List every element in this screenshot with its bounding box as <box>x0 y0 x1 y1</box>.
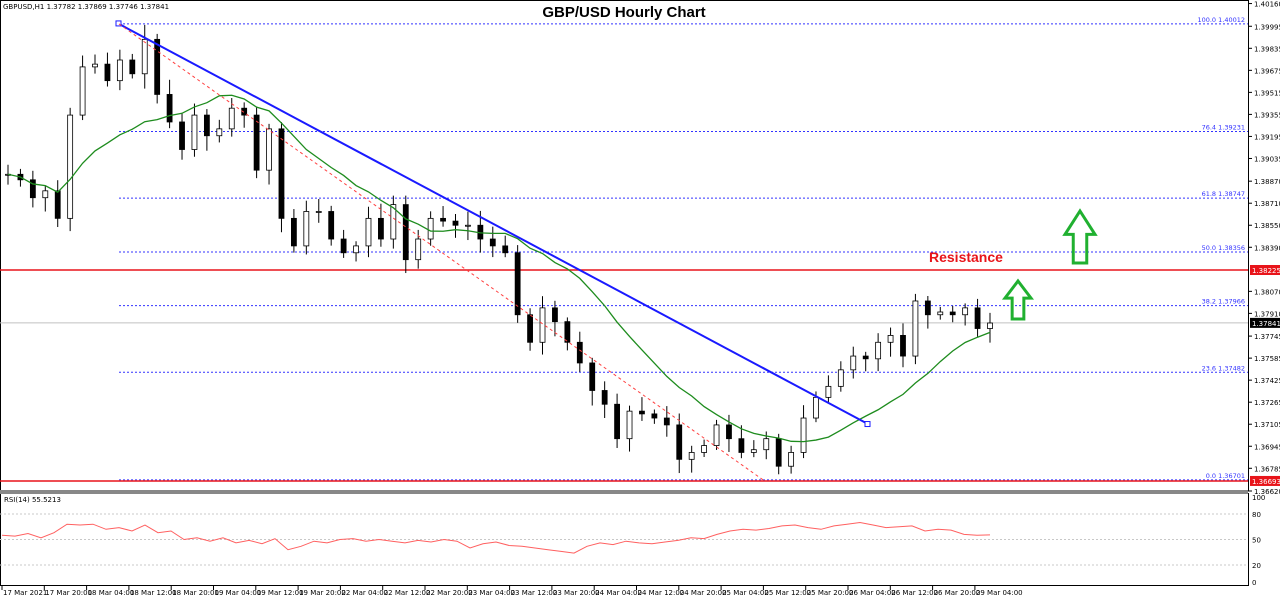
svg-text:1.37910: 1.37910 <box>1254 310 1280 318</box>
svg-text:50: 50 <box>1252 537 1261 545</box>
svg-text:1.38070: 1.38070 <box>1254 288 1280 296</box>
svg-text:24 Mar 12:00: 24 Mar 12:00 <box>638 589 685 597</box>
svg-text:1.36693: 1.36693 <box>1252 478 1280 486</box>
svg-text:1.36620: 1.36620 <box>1254 488 1280 496</box>
rsi-label: RSI(14) 55.5213 <box>4 496 61 504</box>
svg-text:23 Mar 12:00: 23 Mar 12:00 <box>511 589 558 597</box>
svg-text:26 Mar 12:00: 26 Mar 12:00 <box>891 589 938 597</box>
rsi-line <box>1 521 991 554</box>
up-arrow-large-icon <box>1062 208 1098 265</box>
svg-text:1.39355: 1.39355 <box>1254 111 1280 119</box>
svg-text:0.0 1.36701: 0.0 1.36701 <box>1206 472 1245 480</box>
svg-text:22 Mar 04:00: 22 Mar 04:00 <box>341 589 388 597</box>
svg-text:80: 80 <box>1252 511 1261 519</box>
svg-text:17 Mar 20:00: 17 Mar 20:00 <box>45 589 92 597</box>
svg-text:1.37745: 1.37745 <box>1254 333 1280 341</box>
svg-text:1.37585: 1.37585 <box>1254 355 1280 363</box>
svg-text:1.38550: 1.38550 <box>1254 222 1280 230</box>
svg-text:23 Mar 20:00: 23 Mar 20:00 <box>553 589 600 597</box>
svg-text:1.40160: 1.40160 <box>1254 1 1280 9</box>
svg-text:1.38710: 1.38710 <box>1254 200 1280 208</box>
svg-text:1.36785: 1.36785 <box>1254 465 1280 473</box>
svg-text:22 Mar 12:00: 22 Mar 12:00 <box>384 589 431 597</box>
svg-text:25 Mar 04:00: 25 Mar 04:00 <box>722 589 769 597</box>
svg-text:23 Mar 04:00: 23 Mar 04:00 <box>468 589 515 597</box>
rsi-pane: 100 80 50 20 0 <box>0 494 1265 587</box>
svg-text:50.0 1.38356: 50.0 1.38356 <box>1202 244 1245 252</box>
svg-text:23.6 1.37482: 23.6 1.37482 <box>1202 364 1245 372</box>
svg-text:1.37425: 1.37425 <box>1254 377 1280 385</box>
svg-text:24 Mar 04:00: 24 Mar 04:00 <box>595 589 642 597</box>
svg-text:24 Mar 20:00: 24 Mar 20:00 <box>680 589 727 597</box>
fibonacci-levels: 100.0 1.40012 76.4 1.39231 61.8 1.38747 50.… <box>119 16 1248 481</box>
resistance-price-tag <box>1250 265 1280 275</box>
svg-text:1.39035: 1.39035 <box>1254 155 1280 163</box>
trendline-handle-start[interactable] <box>115 20 122 27</box>
up-arrow-small-icon <box>1001 278 1035 321</box>
svg-text:1.39675: 1.39675 <box>1254 67 1280 75</box>
svg-text:17 Mar 2021: 17 Mar 2021 <box>3 589 47 597</box>
svg-text:18 Mar 12:00: 18 Mar 12:00 <box>130 589 177 597</box>
svg-text:1.37265: 1.37265 <box>1254 399 1280 407</box>
svg-text:26 Mar 20:00: 26 Mar 20:00 <box>934 589 981 597</box>
support-price-tag <box>1250 475 1280 486</box>
svg-text:1.38390: 1.38390 <box>1254 244 1280 252</box>
svg-text:1.39995: 1.39995 <box>1254 23 1280 31</box>
svg-text:61.8 1.38747: 61.8 1.38747 <box>1202 190 1245 198</box>
price-axis: 1.40160 1.39995 1.39835 1.39675 1.39515 1.393… <box>1248 1 1280 496</box>
downtrend-line[interactable] <box>118 23 868 425</box>
svg-text:1.37841: 1.37841 <box>1252 320 1280 328</box>
svg-text:25 Mar 20:00: 25 Mar 20:00 <box>807 589 854 597</box>
svg-text:22 Mar 20:00: 22 Mar 20:00 <box>426 589 473 597</box>
svg-text:19 Mar 04:00: 19 Mar 04:00 <box>215 589 262 597</box>
svg-text:1.38870: 1.38870 <box>1254 178 1280 186</box>
svg-text:1.36945: 1.36945 <box>1254 443 1280 451</box>
svg-text:76.4 1.39231: 76.4 1.39231 <box>1202 123 1245 131</box>
svg-text:19 Mar 20:00: 19 Mar 20:00 <box>299 589 346 597</box>
svg-text:38.2 1.37966: 38.2 1.37966 <box>1202 298 1245 306</box>
svg-text:1.39515: 1.39515 <box>1254 89 1280 97</box>
svg-text:20: 20 <box>1252 562 1261 570</box>
current-price-tag <box>1250 317 1280 328</box>
resistance-label: Resistance <box>929 249 1003 265</box>
svg-text:1.37105: 1.37105 <box>1254 421 1280 429</box>
svg-text:100: 100 <box>1252 494 1265 502</box>
svg-text:29 Mar 04:00: 29 Mar 04:00 <box>976 589 1023 597</box>
svg-text:100.0 1.40012: 100.0 1.40012 <box>1197 16 1245 24</box>
moving-average-line <box>7 94 991 443</box>
svg-text:1.39195: 1.39195 <box>1254 133 1280 141</box>
pane-separator[interactable] <box>0 490 1248 494</box>
trendline-handle-end[interactable] <box>864 421 871 428</box>
svg-text:25 Mar 12:00: 25 Mar 12:00 <box>764 589 811 597</box>
svg-text:19 Mar 12:00: 19 Mar 12:00 <box>257 589 304 597</box>
svg-text:18 Mar 04:00: 18 Mar 04:00 <box>88 589 135 597</box>
chart-title: GBP/USD Hourly Chart <box>542 4 706 21</box>
svg-text:18 Mar 20:00: 18 Mar 20:00 <box>172 589 219 597</box>
candles <box>5 24 993 475</box>
main-pane-frame <box>0 0 1249 491</box>
svg-text:1.38225: 1.38225 <box>1252 267 1280 275</box>
svg-text:0: 0 <box>1252 579 1256 587</box>
symbol-info: GBPUSD,H1 1.37782 1.37869 1.37746 1.3784… <box>3 3 170 11</box>
svg-text:26 Mar 04:00: 26 Mar 04:00 <box>849 589 896 597</box>
svg-text:1.39835: 1.39835 <box>1254 45 1280 53</box>
